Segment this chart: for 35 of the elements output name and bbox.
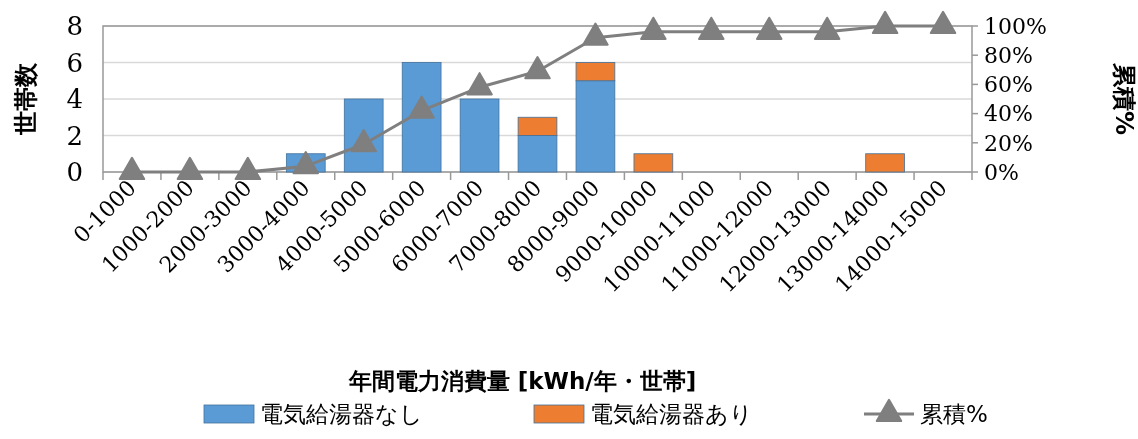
point xyxy=(524,56,551,80)
y2-tick-label: 40% xyxy=(984,101,1033,127)
point xyxy=(408,95,435,119)
point xyxy=(698,16,725,40)
point xyxy=(292,151,320,175)
y-tick-label: 0 xyxy=(66,157,83,188)
y2-tick-label: 20% xyxy=(984,130,1033,156)
legend-label: 電気給湯器なし xyxy=(260,401,423,428)
y2-tick-label: 60% xyxy=(984,72,1033,98)
y-tick-label: 4 xyxy=(66,84,83,115)
bar xyxy=(459,98,500,173)
y2-axis-title: 累積% xyxy=(1110,61,1138,136)
point xyxy=(755,16,783,40)
point xyxy=(234,156,262,181)
y-tick-label: 6 xyxy=(66,47,83,78)
point xyxy=(871,10,899,35)
legend-label: 電気給湯器あり xyxy=(590,401,753,428)
point xyxy=(176,156,204,181)
x-axis-title: 年間電力消費量 [kWh/年・世帯] xyxy=(347,368,697,394)
legend-label: 累積% xyxy=(920,401,988,428)
point xyxy=(929,10,957,35)
point xyxy=(813,16,841,40)
bar xyxy=(401,62,442,173)
y-tick-label: 2 xyxy=(66,120,83,151)
point xyxy=(466,72,493,96)
y2-tick-label: 80% xyxy=(984,42,1033,68)
point xyxy=(640,16,667,40)
point xyxy=(118,156,146,181)
y2-tick-label: 100% xyxy=(984,13,1047,39)
y-tick-label: 8 xyxy=(66,11,83,42)
point xyxy=(582,22,609,46)
bar xyxy=(633,153,674,173)
bar xyxy=(865,153,905,173)
y-axis-title: 世帯数 xyxy=(12,62,40,136)
y2-tick-label: 0% xyxy=(984,159,1019,185)
